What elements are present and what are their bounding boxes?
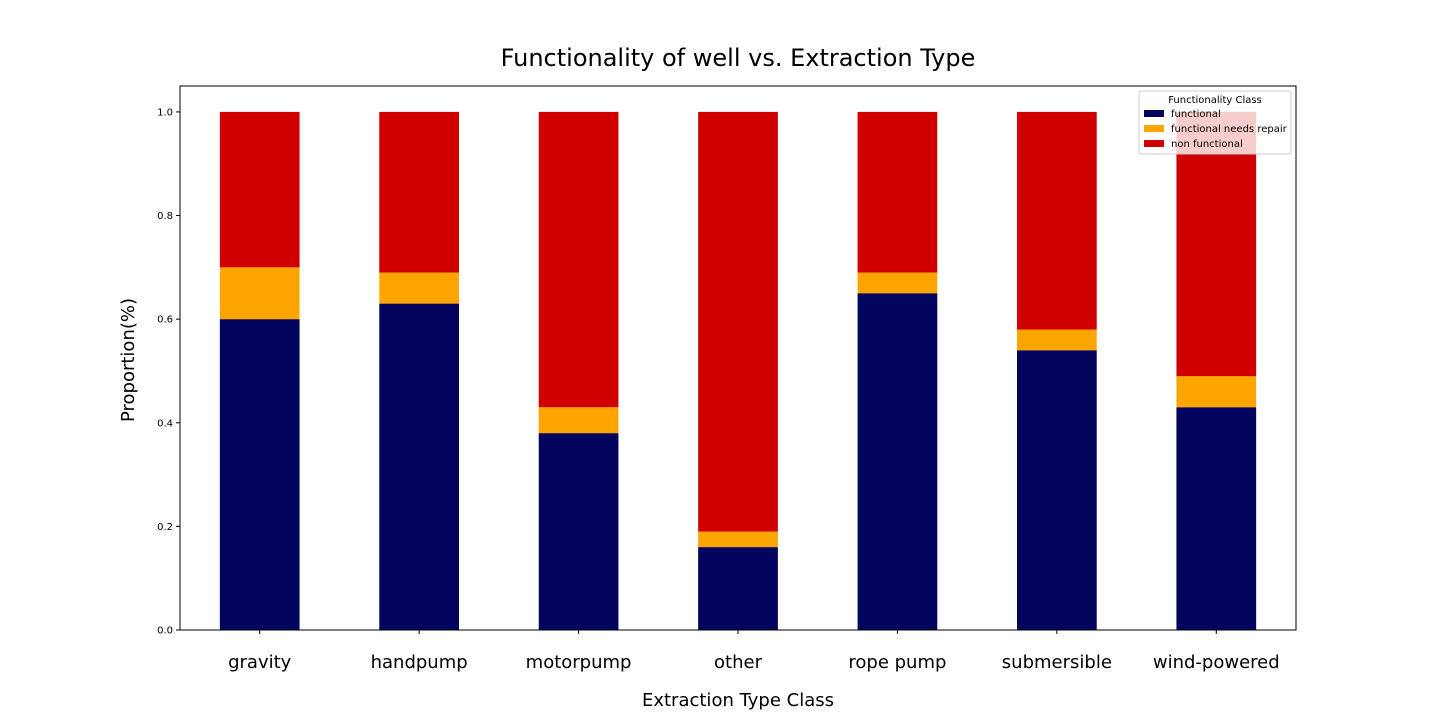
bar-other-non-functional (698, 111, 778, 532)
chart-title: Functionality of well vs. Extraction Typ… (501, 44, 976, 72)
legend: Functionality Class functional functional … (1138, 90, 1292, 155)
y-tick-label: 0.6 (157, 315, 173, 326)
bar-wind-powered-non-functional (1176, 111, 1257, 377)
x-tick-label: wind-powered (1153, 652, 1280, 673)
bar-other-functional (698, 547, 778, 630)
bar-gravity-functional (219, 319, 300, 630)
legend-swatch (1144, 140, 1164, 147)
x-tick-label: handpump (371, 652, 468, 673)
legend-swatch (1144, 110, 1164, 117)
x-tick-label: rope pump (848, 652, 946, 673)
y-tick-label: 1.0 (157, 107, 173, 118)
x-tick-label: gravity (228, 652, 292, 673)
bar-submersible-non-functional (1017, 111, 1097, 330)
x-tick-label: motorpump (526, 652, 632, 673)
y-tick-label: 0.4 (157, 418, 173, 429)
bar-wind-powered-functional-needs-repair (1176, 376, 1257, 408)
bar-wind-powered-functional (1176, 407, 1257, 630)
y-tick-label: 0.2 (157, 522, 173, 533)
y-tick-label: 0.0 (157, 626, 173, 637)
bar-gravity-functional-needs-repair (219, 267, 300, 320)
legend-entry-label: non functional (1171, 139, 1243, 150)
bar-rope-pump-non-functional (857, 111, 938, 273)
bar-rope-pump-functional-needs-repair (857, 272, 938, 294)
y-tick-label: 0.8 (157, 211, 173, 222)
bar-rope-pump-functional (857, 293, 938, 630)
bars-layer (219, 111, 1257, 630)
bar-other-functional-needs-repair (698, 531, 778, 548)
legend-title: Functionality Class (1168, 95, 1262, 106)
bar-handpump-functional (379, 303, 459, 630)
legend-entry-label: functional (1171, 109, 1221, 120)
x-axis-label: Extraction Type Class (642, 690, 834, 711)
legend-entry-label: functional needs repair (1171, 124, 1288, 135)
x-tick-label: submersible (1002, 652, 1112, 673)
bar-handpump-functional-needs-repair (379, 272, 459, 304)
bar-handpump-non-functional (379, 111, 459, 273)
legend-box (1138, 90, 1292, 155)
bar-submersible-functional-needs-repair (1017, 329, 1097, 351)
axes-layer: 0.0 0.2 0.4 0.6 0.8 1.0 gravity handpump motorpu… (157, 85, 1297, 673)
bar-motorpump-non-functional (538, 111, 619, 408)
bar-submersible-functional (1017, 350, 1097, 630)
x-tick-label: other (714, 652, 763, 673)
bar-motorpump-functional-needs-repair (538, 407, 619, 434)
y-axis-label: Proportion(%) (118, 298, 139, 422)
bar-gravity-non-functional (219, 111, 300, 268)
bar-motorpump-functional (538, 433, 619, 630)
legend-swatch (1144, 125, 1164, 132)
